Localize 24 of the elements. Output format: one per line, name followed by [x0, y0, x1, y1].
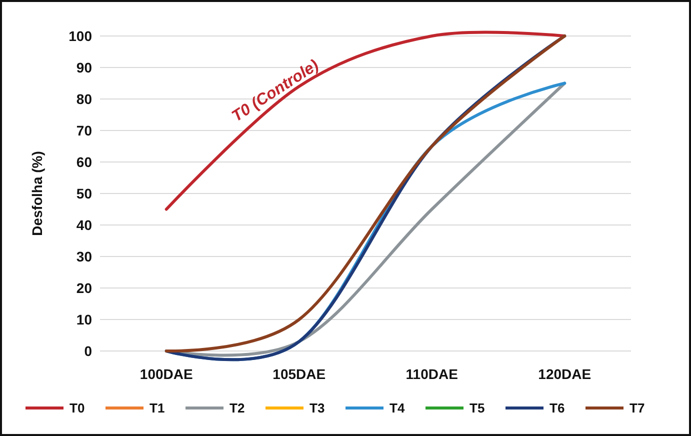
legend-label: T1 [150, 400, 165, 416]
y-tick-label: 0 [84, 342, 92, 359]
y-tick-label: 30 [76, 248, 92, 264]
legend-label: T4 [390, 400, 406, 416]
x-tick-label: 105DAE [272, 366, 326, 382]
y-tick-label: 10 [76, 311, 92, 328]
legend-label: T3 [310, 400, 325, 416]
y-tick-label: 60 [76, 154, 92, 170]
legend-label: T6 [550, 400, 565, 416]
y-tick-label: 100 [68, 28, 92, 44]
x-tick-label: 100DAE [140, 366, 193, 382]
y-axis-title: Desfolha (%) [29, 151, 45, 236]
legend-label: T0 [70, 400, 85, 416]
x-tick-label: 120DAE [538, 366, 592, 382]
x-tick-label: 110DAE [406, 366, 458, 382]
y-tick-label: 90 [76, 59, 92, 76]
y-tick-label: 80 [76, 90, 92, 107]
legend-label: T5 [470, 400, 485, 416]
legend-label: T2 [230, 400, 245, 416]
y-tick-label: 40 [76, 216, 92, 233]
y-tick-label: 50 [76, 185, 92, 202]
y-tick-label: 70 [76, 122, 92, 138]
y-tick-label: 20 [76, 280, 92, 296]
legend-label: T7 [630, 400, 645, 416]
